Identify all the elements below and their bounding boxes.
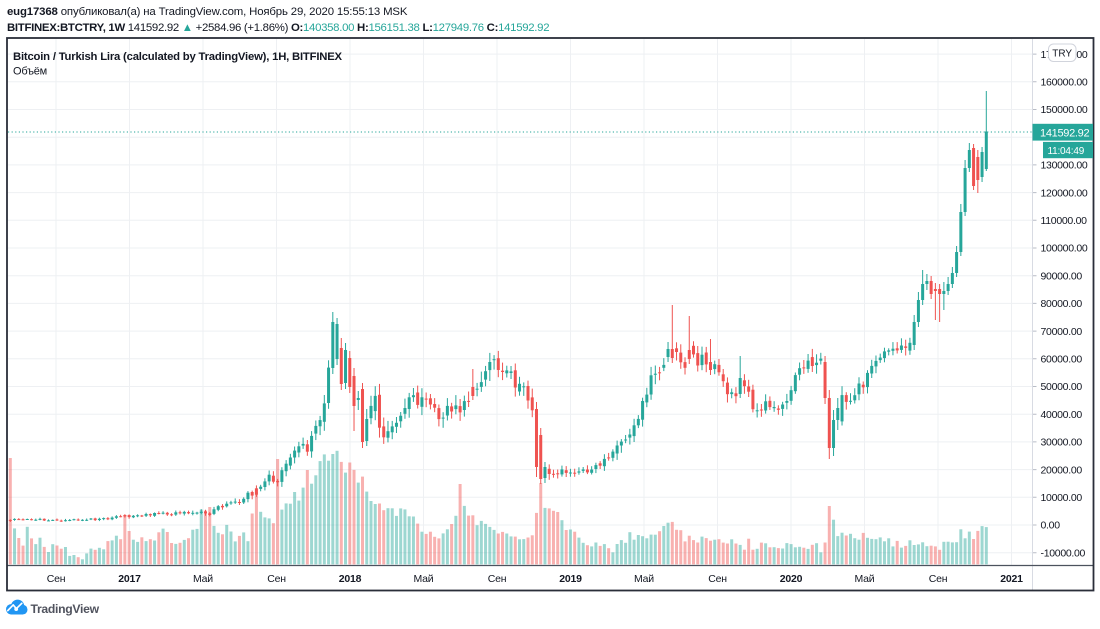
svg-text:130000.00: 130000.00 <box>1041 160 1088 172</box>
svg-text:BITFINEX:BTCTRY, 1W 141592.92: BITFINEX:BTCTRY, 1W 141592.92 ▲ +2584.96… <box>7 22 549 34</box>
svg-text:20000.00: 20000.00 <box>1041 464 1083 476</box>
svg-text:90000.00: 90000.00 <box>1041 270 1083 282</box>
svg-text:2020: 2020 <box>780 573 803 585</box>
svg-text:Май: Май <box>193 573 213 585</box>
svg-text:Сен: Сен <box>267 573 286 585</box>
svg-text:110000.00: 110000.00 <box>1041 215 1088 227</box>
svg-text:2018: 2018 <box>339 573 362 585</box>
svg-text:70000.00: 70000.00 <box>1041 326 1083 338</box>
svg-text:100000.00: 100000.00 <box>1041 243 1088 255</box>
svg-text:Bitcoin / Turkish Lira (calcul: Bitcoin / Turkish Lira (calculated by Tr… <box>13 51 343 63</box>
svg-text:Май: Май <box>855 573 875 585</box>
svg-text:Объём: Объём <box>13 66 47 78</box>
svg-text:Май: Май <box>634 573 654 585</box>
svg-text:141592.92: 141592.92 <box>1040 127 1089 139</box>
svg-text:160000.00: 160000.00 <box>1041 77 1088 89</box>
svg-text:TRY: TRY <box>1052 49 1072 60</box>
svg-text:TradingView: TradingView <box>31 602 100 616</box>
svg-text:150000.00: 150000.00 <box>1041 104 1088 116</box>
svg-text:11:04:49: 11:04:49 <box>1048 146 1085 157</box>
svg-text:10000.00: 10000.00 <box>1041 492 1083 504</box>
svg-text:50000.00: 50000.00 <box>1041 381 1083 393</box>
svg-text:Сен: Сен <box>488 573 507 585</box>
svg-text:Сен: Сен <box>47 573 66 585</box>
svg-text:80000.00: 80000.00 <box>1041 298 1083 310</box>
svg-text:eug17368 опубликовал(а) на Tra: eug17368 опубликовал(а) на TradingView.c… <box>7 6 408 18</box>
svg-text:0.00: 0.00 <box>1041 520 1061 532</box>
svg-text:2019: 2019 <box>559 573 582 585</box>
svg-text:40000.00: 40000.00 <box>1041 409 1083 421</box>
svg-text:Сен: Сен <box>929 573 948 585</box>
svg-text:120000.00: 120000.00 <box>1041 187 1088 199</box>
svg-text:60000.00: 60000.00 <box>1041 354 1083 366</box>
svg-text:-10000.00: -10000.00 <box>1041 547 1086 559</box>
svg-text:2021: 2021 <box>1000 573 1023 585</box>
svg-text:Май: Май <box>414 573 434 585</box>
svg-text:30000.00: 30000.00 <box>1041 437 1083 449</box>
svg-text:Сен: Сен <box>708 573 727 585</box>
svg-text:2017: 2017 <box>118 573 141 585</box>
